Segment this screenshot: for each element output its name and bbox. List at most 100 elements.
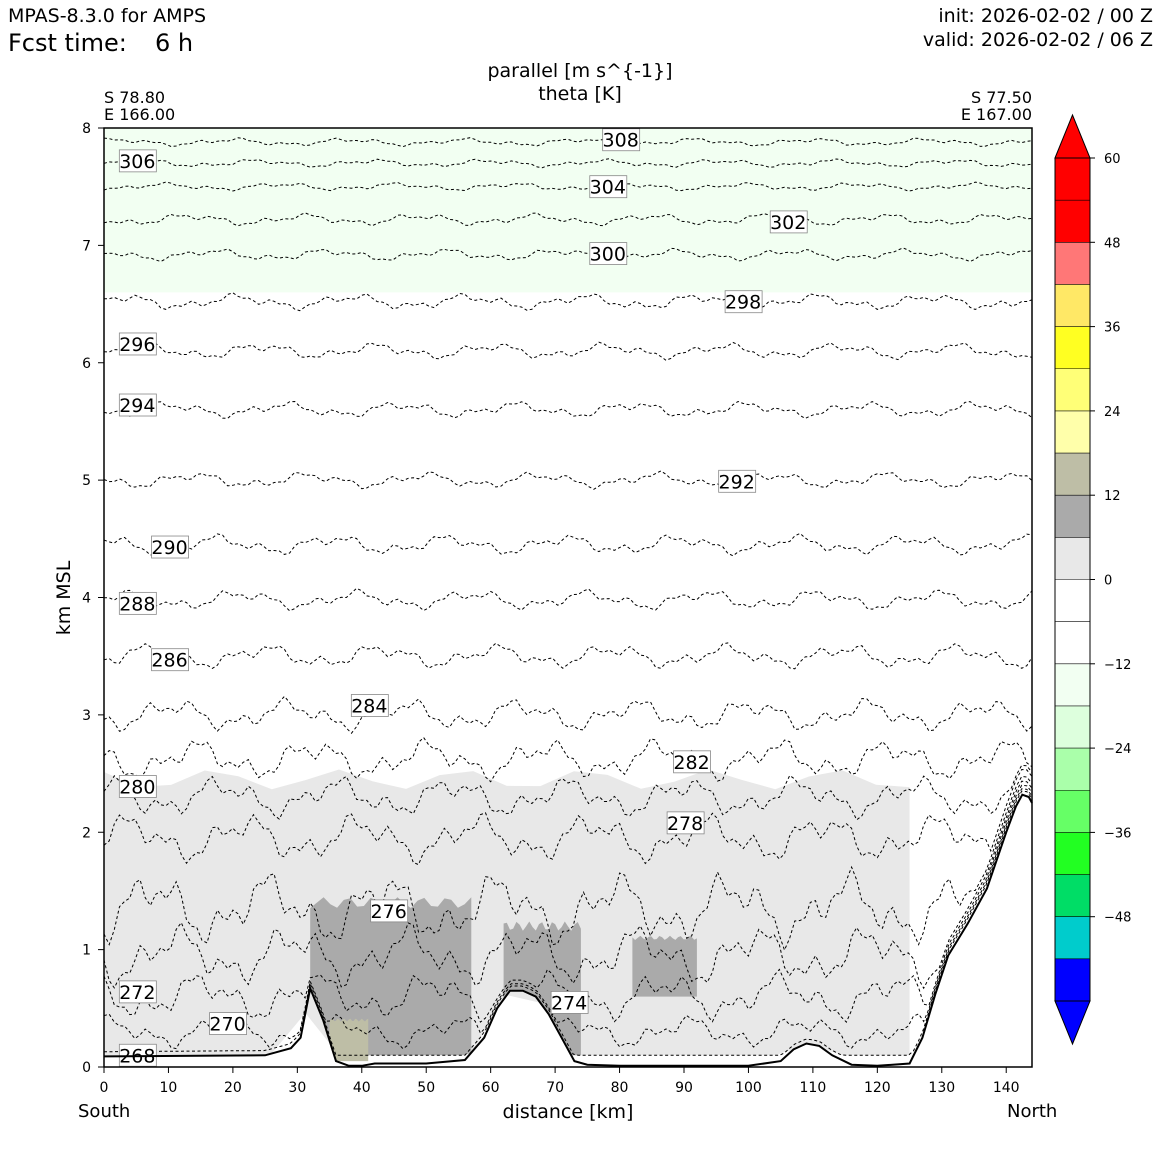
x-tick-label: 70: [546, 1080, 564, 1096]
theta-label-text: 272: [119, 982, 155, 1004]
colorbar-segment: [1055, 495, 1090, 538]
y-axis: 0 1 2 3 4 5 6 7 8: [82, 121, 104, 1076]
forecast-time-label: Fcst time:: [8, 29, 127, 57]
theta-label-280: 280: [118, 775, 157, 798]
theta-contour-298: [104, 292, 1032, 312]
colorbar-segment: [1055, 410, 1090, 454]
theta-contour-284: [104, 695, 1032, 734]
theta-contour-286: [104, 642, 1032, 670]
x-tick-label: 50: [417, 1080, 435, 1096]
colorbar-segment: [1055, 621, 1090, 664]
theta-label-box: [589, 175, 628, 199]
end-longitude: E 167.00: [960, 105, 1032, 124]
theta-label-text: 304: [590, 177, 626, 199]
theta-label-box: [118, 980, 157, 1004]
theta-label-text: 288: [119, 593, 155, 615]
theta-label-284: 284: [350, 694, 389, 717]
colorbar-segment: [1055, 200, 1090, 243]
colorbar-tick-label: −36: [1104, 826, 1131, 841]
colorbar-tick-label: 12: [1104, 489, 1121, 504]
theta-contour-276: [104, 775, 1032, 952]
theta-contour-290: [104, 532, 1032, 557]
theta-label-text: 296: [119, 334, 155, 356]
x-tick-label: 80: [611, 1080, 629, 1096]
theta-label-box: [724, 290, 763, 314]
theta-label-text: 294: [119, 395, 155, 417]
theta-label-text: 298: [725, 292, 761, 314]
theta-label-294: 294: [118, 393, 157, 417]
theta-label-box: [673, 750, 711, 774]
x-axis: 0 10 20 30 40 50 60 70 80 90 100 110 120 130 140: [100, 1067, 1020, 1096]
valid-time: valid: 2026-02-02 / 06 Z: [922, 29, 1153, 51]
x-tick-label: 100: [735, 1080, 762, 1096]
shade-gray-core-south: [310, 897, 472, 1056]
chart-title: parallel [m s^{-1}]: [487, 60, 673, 82]
x-tick-label: 110: [800, 1080, 827, 1096]
theta-label-text: 300: [590, 244, 626, 266]
theta-label-text: 286: [151, 650, 187, 672]
theta-label-box: [550, 991, 589, 1014]
end-latitude: S 77.50: [970, 88, 1032, 107]
chart-subtitle: theta [K]: [538, 83, 622, 105]
y-tick-label: 0: [82, 1060, 91, 1076]
colorbar-segment: [1055, 790, 1090, 833]
colorbar-segment: [1055, 916, 1090, 959]
theta-label-box: [370, 899, 409, 923]
theta-label-box: [118, 591, 157, 615]
theta-label-text: 308: [603, 130, 639, 152]
theta-label-296: 296: [118, 332, 157, 356]
theta-label-text: 276: [371, 901, 407, 923]
colorbar-segment: [1055, 368, 1090, 411]
colorbar-segment: [1055, 663, 1090, 706]
theta-label-308: 308: [602, 128, 641, 152]
start-latitude: S 78.80: [104, 88, 166, 107]
x-tick-label: 90: [675, 1080, 693, 1096]
colorbar-tick-label: −12: [1104, 658, 1131, 673]
colorbar-segment: [1055, 537, 1090, 580]
theta-label-304: 304: [589, 175, 628, 199]
theta-label-box: [350, 694, 389, 717]
colorbar-segment: [1055, 284, 1090, 327]
y-tick-label: 8: [82, 121, 91, 137]
theta-contour-294: [104, 400, 1032, 419]
x-tick-label: 130: [928, 1080, 955, 1096]
theta-label-box: [118, 775, 157, 798]
theta-contour-274: [104, 780, 1032, 990]
start-longitude: E 166.00: [104, 105, 176, 124]
x-tick-label: 30: [288, 1080, 306, 1096]
theta-label-box: [118, 393, 157, 417]
x-tick-label: 10: [160, 1080, 178, 1096]
theta-label-box: [118, 149, 157, 173]
x-axis-label: distance [km]: [503, 1101, 634, 1123]
north-label: North: [1007, 1101, 1058, 1122]
theta-label-270: 270: [209, 1012, 247, 1036]
theta-contour-272: [104, 784, 1032, 1023]
x-tick-label: 60: [482, 1080, 500, 1096]
x-tick-label: 120: [864, 1080, 891, 1096]
theta-label-text: 282: [673, 752, 709, 774]
theta-label-298: 298: [724, 290, 763, 314]
colorbar-segment: [1055, 874, 1090, 917]
theta-label-300: 300: [589, 242, 628, 266]
colorbar-segment: [1055, 326, 1090, 369]
theta-label-text: 290: [151, 537, 187, 559]
theta-label-282: 282: [673, 750, 711, 774]
theta-label-box: [589, 242, 628, 265]
theta-label-text: 274: [551, 992, 587, 1014]
x-tick-label: 20: [224, 1080, 242, 1096]
y-tick-label: 1: [82, 943, 91, 959]
x-tick-label: 40: [353, 1080, 371, 1096]
terrain-layer: [103, 793, 1033, 1067]
colorbar-extend-max: [1054, 113, 1091, 159]
colorbar-segment: [1055, 158, 1090, 201]
init-time: init: 2026-02-02 / 00 Z: [938, 5, 1153, 27]
colorbar-segment: [1055, 748, 1090, 791]
theta-label-302: 302: [769, 210, 808, 234]
theta-label-text: 270: [209, 1014, 245, 1036]
theta-label-290: 290: [151, 535, 189, 559]
colorbar-segment: [1055, 453, 1090, 496]
theta-label-text: 306: [119, 151, 155, 173]
y-tick-label: 4: [82, 591, 91, 607]
